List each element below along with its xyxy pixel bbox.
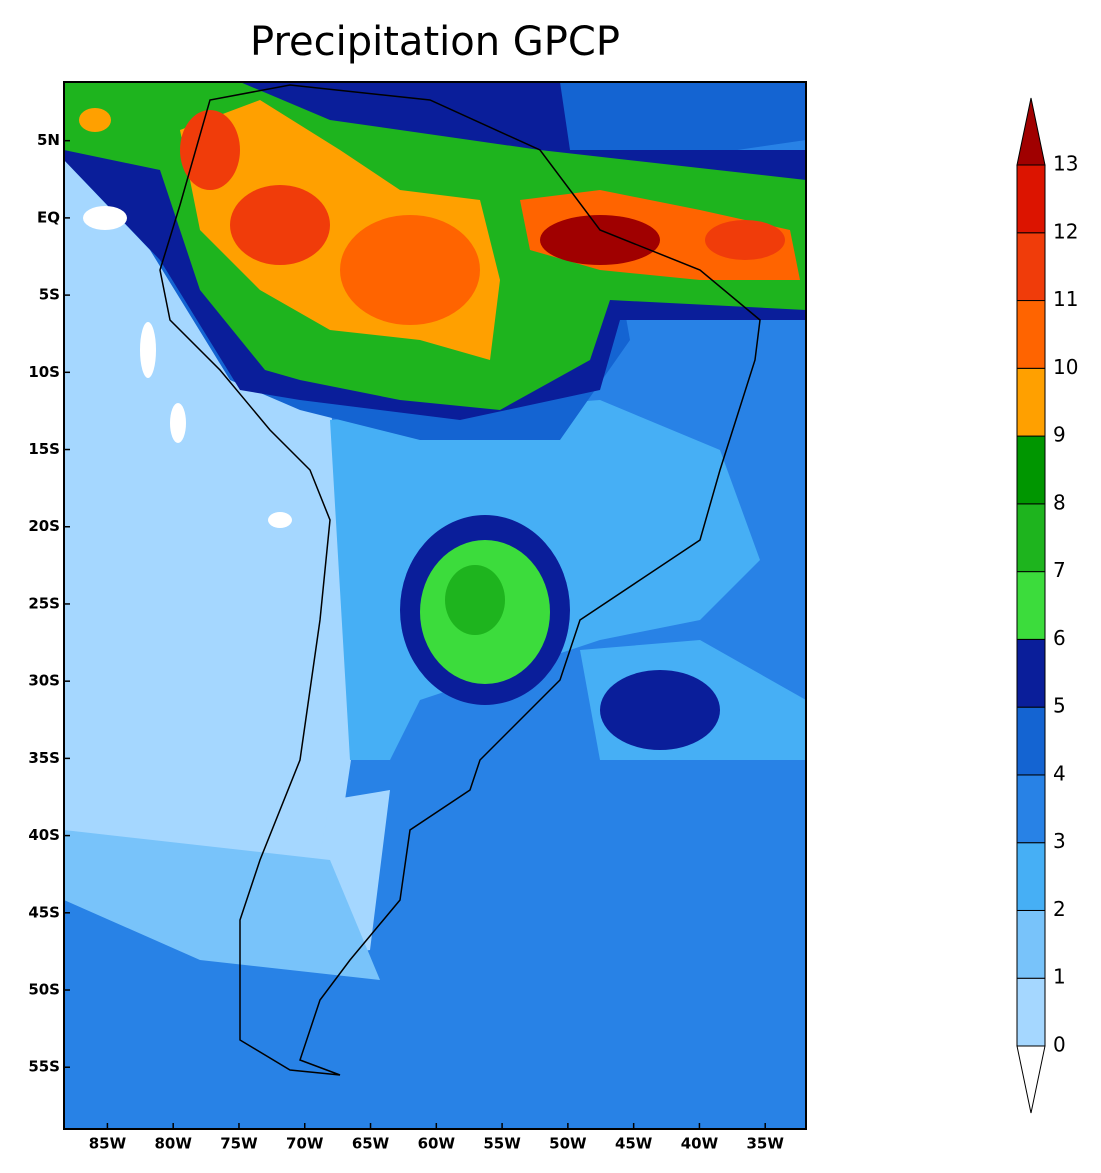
map-field — [64, 82, 806, 1129]
field-region — [600, 670, 720, 750]
colorbar-label: 4 — [1053, 761, 1066, 785]
colorbar-bin — [1016, 774, 1046, 844]
colorbar-label: 2 — [1053, 897, 1066, 921]
y-tick-label: 15S — [28, 440, 60, 458]
colorbar-label: 6 — [1053, 626, 1066, 650]
colorbar-bin — [1016, 571, 1046, 640]
x-tick-label: 75W — [220, 1135, 258, 1153]
field-region — [64, 830, 380, 980]
colorbar-label: 5 — [1053, 694, 1066, 718]
y-tick-label: 10S — [28, 363, 60, 381]
colorbar-under — [1016, 1045, 1046, 1114]
field-region — [230, 185, 330, 265]
field-region — [140, 322, 156, 378]
field-region — [340, 215, 480, 325]
colorbar-bin — [1016, 638, 1046, 708]
colorbar-bin — [1016, 909, 1046, 979]
colorbar-label: 11 — [1053, 287, 1078, 311]
coastline — [159, 84, 761, 1076]
y-tick-label: EQ — [37, 208, 60, 226]
x-tick-label: 45W — [615, 1135, 653, 1153]
colorbar-label: 0 — [1053, 1033, 1066, 1057]
y-tick-label: 55S — [28, 1058, 60, 1076]
field-region — [170, 403, 186, 443]
field-region — [540, 215, 660, 265]
y-tick-label: 40S — [28, 826, 60, 844]
x-tick-label: 60W — [418, 1135, 456, 1153]
y-tick-label: 20S — [28, 517, 60, 535]
field-region — [180, 110, 240, 190]
colorbar-label: 1 — [1053, 965, 1066, 989]
field-region — [79, 108, 111, 132]
y-tick-label: 30S — [28, 672, 60, 690]
field-region — [83, 206, 127, 230]
colorbar-label: 13 — [1053, 152, 1078, 176]
chart-title: Precipitation GPCP — [250, 19, 620, 65]
x-tick-label: 80W — [154, 1135, 192, 1153]
y-tick-label: 25S — [28, 594, 60, 612]
y-tick-label: 5N — [37, 131, 60, 149]
colorbar-bin — [1016, 164, 1046, 234]
x-tick-label: 35W — [747, 1135, 785, 1153]
colorbar-bin — [1016, 842, 1046, 911]
colorbar-label: 7 — [1053, 558, 1066, 582]
x-tick-label: 65W — [352, 1135, 390, 1153]
y-tick-label: 35S — [28, 749, 60, 767]
colorbar-bin — [1016, 300, 1046, 369]
field-region — [445, 565, 505, 635]
colorbar-bin — [1016, 977, 1046, 1047]
colorbar-bin — [1016, 435, 1046, 505]
colorbar-label: 3 — [1053, 829, 1066, 853]
x-tick-label: 55W — [483, 1135, 521, 1153]
field-region — [705, 220, 785, 260]
x-tick-label: 50W — [549, 1135, 587, 1153]
field-region — [268, 512, 292, 528]
colorbar-over — [1016, 97, 1046, 166]
colorbar-label: 9 — [1053, 423, 1066, 447]
x-tick-label: 70W — [286, 1135, 324, 1153]
colorbar-bin — [1016, 232, 1046, 302]
colorbar-bin — [1016, 367, 1046, 437]
y-tick-label: 45S — [28, 903, 60, 921]
colorbar-label: 10 — [1053, 355, 1078, 379]
x-tick-label: 85W — [89, 1135, 127, 1153]
colorbar-bin — [1016, 503, 1046, 573]
y-tick-label: 5S — [39, 286, 60, 304]
plot-frame — [63, 81, 807, 1130]
colorbar-label: 12 — [1053, 219, 1078, 243]
colorbar-label: 8 — [1053, 490, 1066, 514]
y-tick-label: 50S — [28, 981, 60, 999]
colorbar-bin — [1016, 706, 1046, 776]
x-tick-label: 40W — [681, 1135, 719, 1153]
